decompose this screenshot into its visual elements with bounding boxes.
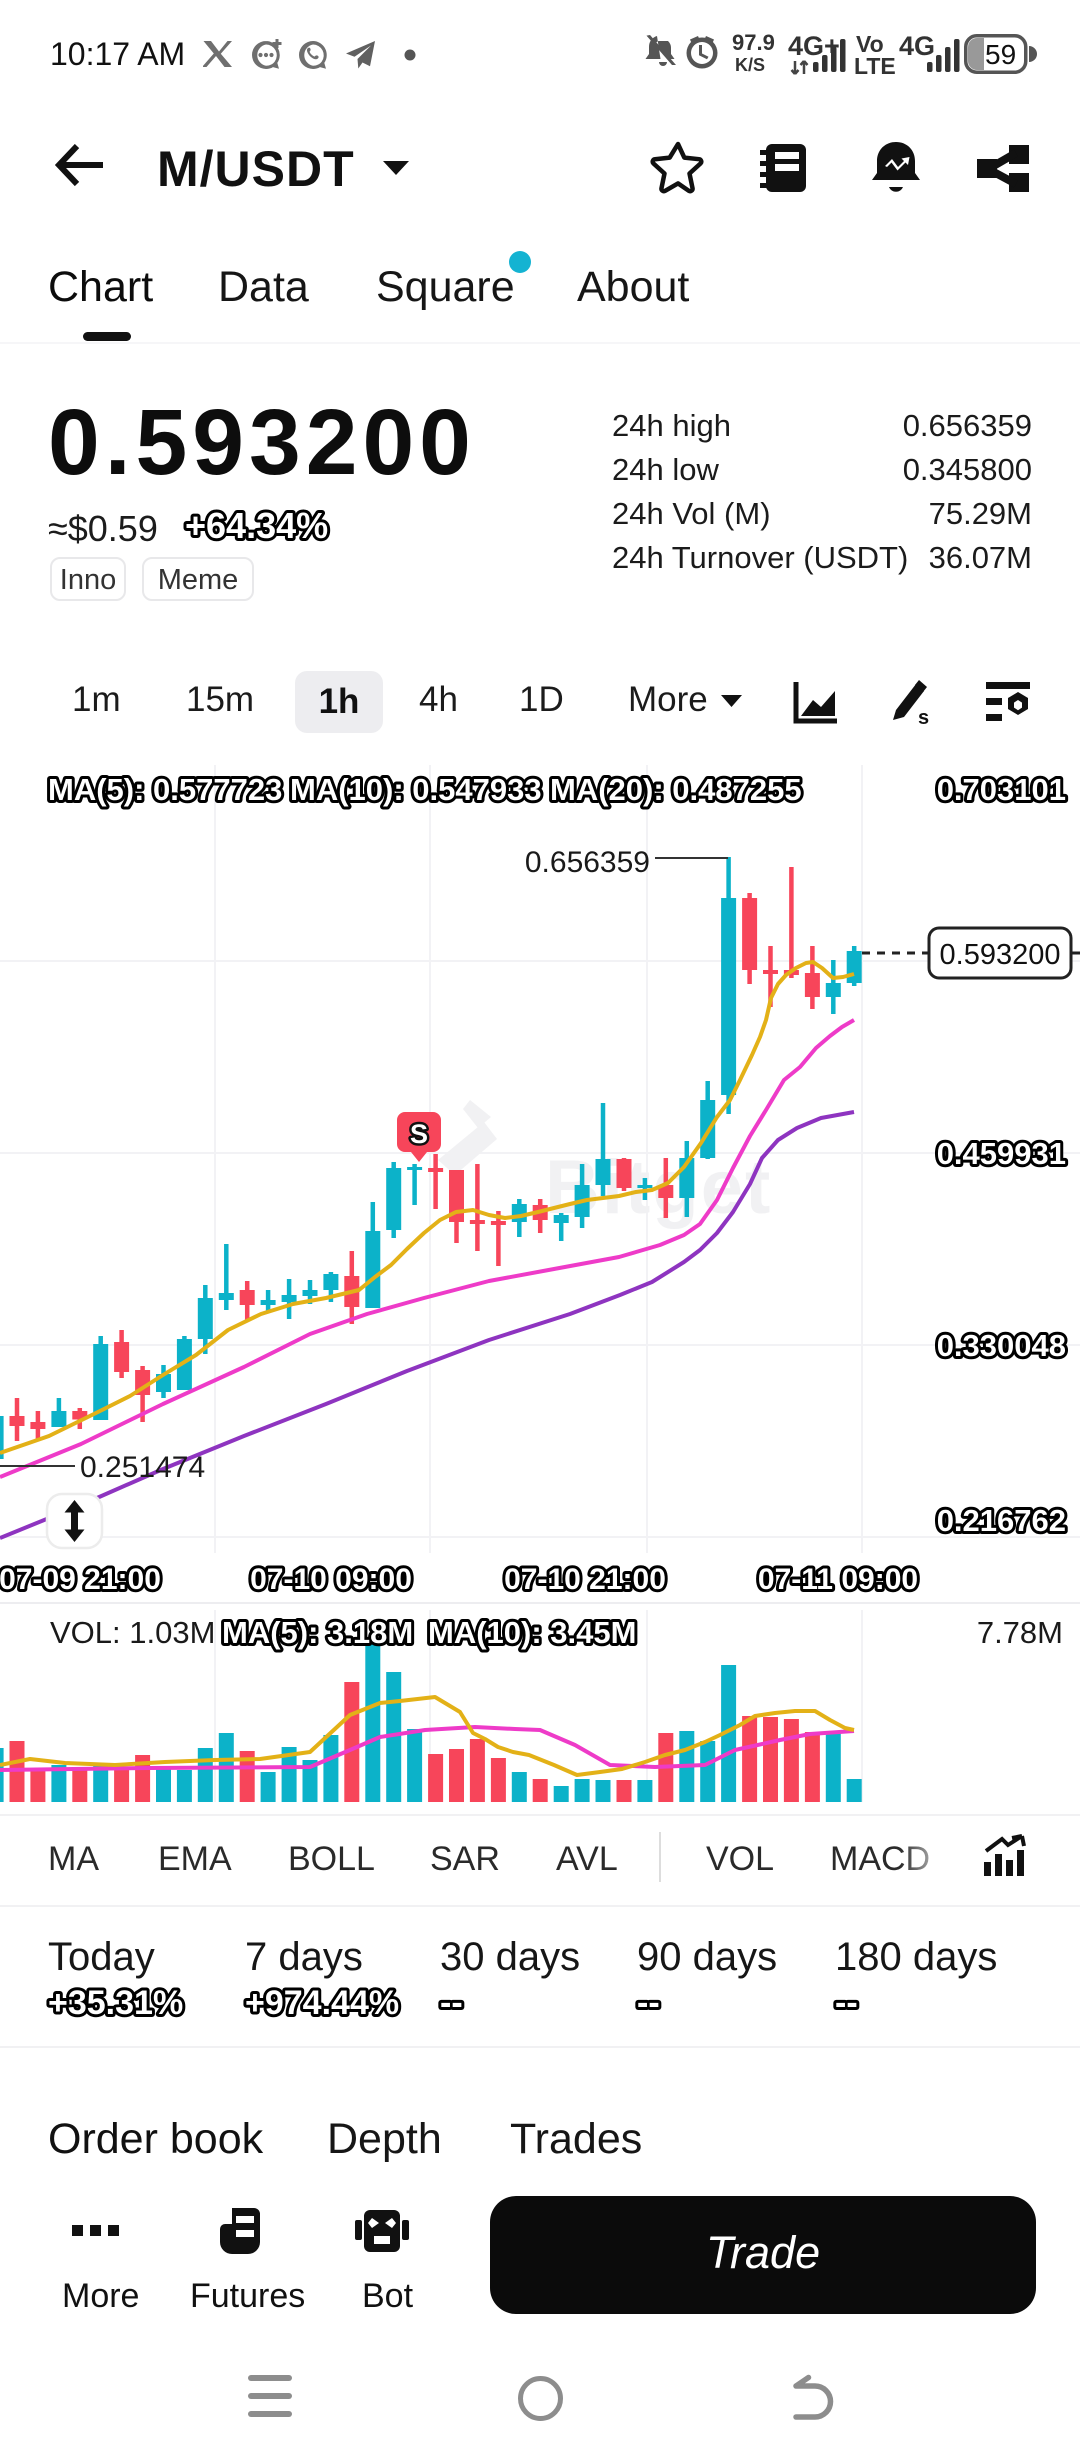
svg-text:0.593200: 0.593200 bbox=[940, 939, 1061, 971]
svg-text:97.9: 97.9 bbox=[732, 30, 775, 55]
svg-text:LTE: LTE bbox=[854, 53, 896, 78]
svg-text:MA(5): 0.577723: MA(5): 0.577723 bbox=[48, 772, 282, 807]
svg-text:+64.34%: +64.34% bbox=[185, 505, 328, 546]
svg-text:VOL: 1.03M: VOL: 1.03M bbox=[50, 1615, 215, 1650]
svg-text:MA(10): 3.45M: MA(10): 3.45M bbox=[428, 1615, 636, 1650]
svg-text:7.78M: 7.78M bbox=[977, 1615, 1063, 1650]
svg-text:0.459931: 0.459931 bbox=[937, 1136, 1066, 1171]
svg-text:07-10 21:00: 07-10 21:00 bbox=[504, 1563, 666, 1596]
svg-text:0.656359: 0.656359 bbox=[525, 846, 650, 879]
svg-text:0.703101: 0.703101 bbox=[937, 772, 1066, 807]
svg-text:07-11 09:00: 07-11 09:00 bbox=[758, 1563, 918, 1596]
svg-text:MA(5): 3.18M: MA(5): 3.18M bbox=[222, 1615, 413, 1650]
svg-text:S: S bbox=[410, 1119, 428, 1149]
svg-text:07-09 21:00: 07-09 21:00 bbox=[0, 1563, 161, 1596]
svg-text:+35.31%: +35.31% bbox=[48, 1984, 183, 2022]
svg-text:K/S: K/S bbox=[735, 55, 765, 75]
svg-text:+974.44%: +974.44% bbox=[245, 1984, 399, 2022]
svg-text:MA(20): 0.487255: MA(20): 0.487255 bbox=[550, 772, 802, 807]
svg-text:0.216762: 0.216762 bbox=[937, 1503, 1066, 1538]
svg-text:Vo: Vo bbox=[856, 31, 884, 57]
svg-text:--: -- bbox=[637, 1984, 660, 2022]
svg-text:59: 59 bbox=[985, 39, 1016, 70]
svg-text:s: s bbox=[918, 707, 929, 726]
svg-text:4G: 4G bbox=[899, 31, 935, 61]
svg-text:07-10 09:00: 07-10 09:00 bbox=[250, 1563, 412, 1596]
svg-text:MA(10): 0.547933: MA(10): 0.547933 bbox=[290, 772, 542, 807]
svg-text:--: -- bbox=[440, 1984, 463, 2022]
svg-text:--: -- bbox=[835, 1984, 858, 2022]
svg-text:0.251474: 0.251474 bbox=[80, 1451, 205, 1484]
svg-text:0.330048: 0.330048 bbox=[937, 1328, 1066, 1363]
